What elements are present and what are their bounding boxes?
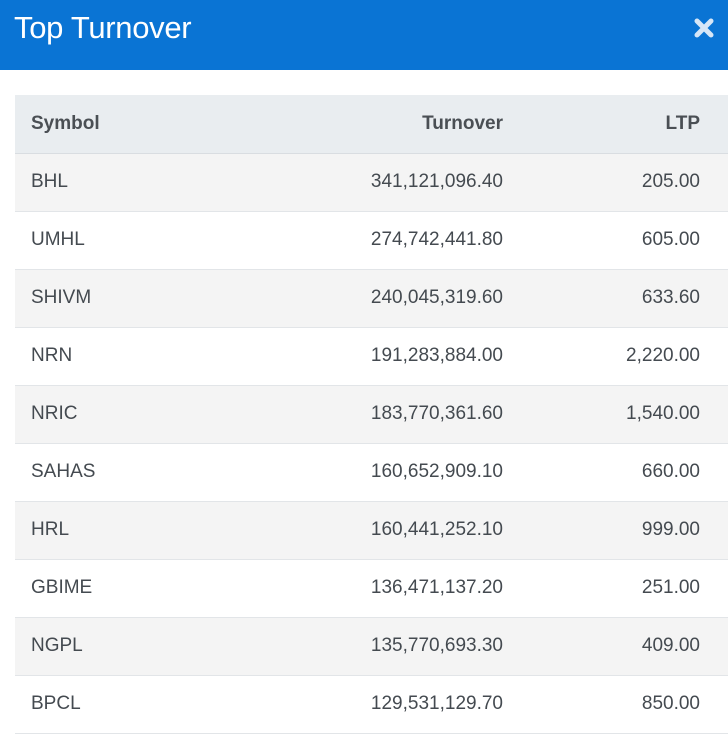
- cell-ltp: 850.00: [503, 675, 728, 734]
- cell-symbol: NGPL: [15, 617, 235, 676]
- table-row[interactable]: HRL 160,441,252.10 999.00: [15, 501, 728, 560]
- table-header-row: Symbol Turnover LTP: [15, 95, 728, 154]
- cell-ltp: 251.00: [503, 559, 728, 618]
- cell-turnover: 129,531,129.70: [235, 675, 503, 734]
- cell-ltp: 2,220.00: [503, 327, 728, 386]
- cell-ltp: 633.60: [503, 269, 728, 328]
- cell-ltp: 999.00: [503, 501, 728, 560]
- table-row[interactable]: NGPL 135,770,693.30 409.00: [15, 617, 728, 676]
- cell-turnover: 274,742,441.80: [235, 211, 503, 270]
- cell-symbol: SAHAS: [15, 443, 235, 502]
- cell-turnover: 240,045,319.60: [235, 269, 503, 328]
- cell-symbol: BPCL: [15, 675, 235, 734]
- cell-symbol: UMHL: [15, 211, 235, 270]
- modal-title: Top Turnover: [14, 10, 192, 45]
- cell-turnover: 135,770,693.30: [235, 617, 503, 676]
- cell-ltp: 205.00: [503, 153, 728, 212]
- cell-symbol: NRN: [15, 327, 235, 386]
- cell-turnover: 183,770,361.60: [235, 385, 503, 444]
- cell-turnover: 160,652,909.10: [235, 443, 503, 502]
- close-icon: [694, 18, 714, 38]
- table-row[interactable]: UMHL 274,742,441.80 605.00: [15, 211, 728, 270]
- cell-ltp: 1,540.00: [503, 385, 728, 444]
- cell-turnover: 160,441,252.10: [235, 501, 503, 560]
- column-header-symbol[interactable]: Symbol: [15, 95, 235, 154]
- table-row[interactable]: BHL 341,121,096.40 205.00: [15, 153, 728, 212]
- table-row[interactable]: SHIVM 240,045,319.60 633.60: [15, 269, 728, 328]
- cell-turnover: 136,471,137.20: [235, 559, 503, 618]
- close-button[interactable]: [692, 14, 716, 42]
- cell-symbol: GBIME: [15, 559, 235, 618]
- cell-ltp: 660.00: [503, 443, 728, 502]
- cell-ltp: 409.00: [503, 617, 728, 676]
- turnover-table-container: Symbol Turnover LTP BHL 341,121,096.40 205…: [15, 95, 728, 734]
- cell-turnover: 341,121,096.40: [235, 153, 503, 212]
- table-row[interactable]: GBIME 136,471,137.20 251.00: [15, 559, 728, 618]
- table-row[interactable]: BPCL 129,531,129.70 850.00: [15, 675, 728, 734]
- table-body: BHL 341,121,096.40 205.00 UMHL 274,742,441.8…: [15, 153, 728, 734]
- table-row[interactable]: NRN 191,283,884.00 2,220.00: [15, 327, 728, 386]
- table-row[interactable]: SAHAS 160,652,909.10 660.00: [15, 443, 728, 502]
- cell-symbol: SHIVM: [15, 269, 235, 328]
- cell-ltp: 605.00: [503, 211, 728, 270]
- turnover-table: Symbol Turnover LTP BHL 341,121,096.40 205…: [15, 95, 728, 734]
- cell-symbol: HRL: [15, 501, 235, 560]
- table-header: Symbol Turnover LTP: [15, 95, 728, 154]
- cell-turnover: 191,283,884.00: [235, 327, 503, 386]
- column-header-ltp[interactable]: LTP: [503, 95, 728, 154]
- column-header-turnover[interactable]: Turnover: [235, 95, 503, 154]
- modal-header: Top Turnover: [0, 0, 728, 70]
- cell-symbol: NRIC: [15, 385, 235, 444]
- table-row[interactable]: NRIC 183,770,361.60 1,540.00: [15, 385, 728, 444]
- cell-symbol: BHL: [15, 153, 235, 212]
